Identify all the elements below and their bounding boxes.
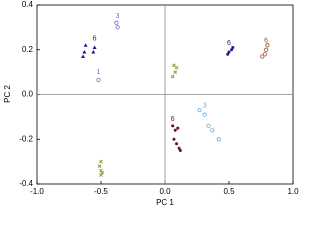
point bbox=[202, 112, 207, 117]
point bbox=[114, 20, 119, 25]
point bbox=[99, 159, 103, 164]
point bbox=[91, 49, 96, 54]
point bbox=[178, 148, 182, 152]
point bbox=[96, 77, 101, 83]
x-axis-label: PC 1 bbox=[156, 198, 174, 207]
point bbox=[100, 170, 105, 175]
point bbox=[172, 137, 176, 141]
annotation: 6 bbox=[227, 40, 231, 47]
y-tick-label: 0.4 bbox=[22, 0, 34, 9]
point bbox=[92, 45, 97, 50]
point bbox=[115, 25, 120, 30]
point bbox=[210, 128, 215, 133]
annotation: 6 bbox=[264, 38, 268, 45]
point bbox=[99, 168, 103, 173]
point bbox=[81, 54, 86, 58]
point bbox=[227, 50, 231, 54]
point bbox=[260, 54, 265, 59]
x-tick-label: 0.5 bbox=[223, 187, 235, 196]
point bbox=[216, 137, 221, 142]
point bbox=[197, 108, 202, 113]
point bbox=[265, 43, 270, 48]
x-tick-label: -0.5 bbox=[94, 187, 108, 196]
point bbox=[170, 74, 175, 79]
annotation: 3 bbox=[203, 103, 207, 110]
point bbox=[226, 52, 230, 56]
point bbox=[175, 142, 179, 146]
point bbox=[173, 128, 177, 132]
point bbox=[230, 48, 234, 52]
x-tick-label: 0.0 bbox=[159, 187, 171, 196]
y-tick-label: -0.4 bbox=[19, 179, 33, 188]
chart: PC 1 PC 2 -1.0 -0.5 0.0 0.5 1.0 -0.4 -0.2 0.0 0.… bbox=[3, 0, 299, 207]
point bbox=[262, 52, 267, 57]
point bbox=[206, 123, 211, 128]
point bbox=[171, 124, 175, 128]
point bbox=[264, 47, 269, 52]
page: PC 1 PC 2 -1.0 -0.5 0.0 0.5 1.0 -0.4 -0.2 0.0 0.… bbox=[3, 0, 300, 208]
point bbox=[82, 49, 87, 54]
point bbox=[177, 146, 181, 150]
point bbox=[176, 126, 180, 130]
annotation: 3 bbox=[116, 13, 120, 20]
x-tick-label: 1.0 bbox=[287, 187, 299, 196]
point bbox=[173, 70, 178, 74]
annotation: 6 bbox=[93, 35, 97, 42]
point bbox=[99, 173, 103, 177]
y-tick-label: 0.0 bbox=[22, 90, 34, 99]
y-tick-label: 0.2 bbox=[22, 45, 34, 54]
point bbox=[231, 46, 235, 50]
point bbox=[83, 43, 88, 47]
point bbox=[97, 164, 102, 168]
point bbox=[172, 63, 176, 68]
annotation: 6 bbox=[171, 116, 175, 123]
y-axis-label: PC 2 bbox=[3, 85, 12, 103]
x-tick-label: -1.0 bbox=[30, 187, 44, 196]
annotation: 1 bbox=[96, 69, 100, 76]
y-tick-label: -0.2 bbox=[19, 134, 33, 143]
